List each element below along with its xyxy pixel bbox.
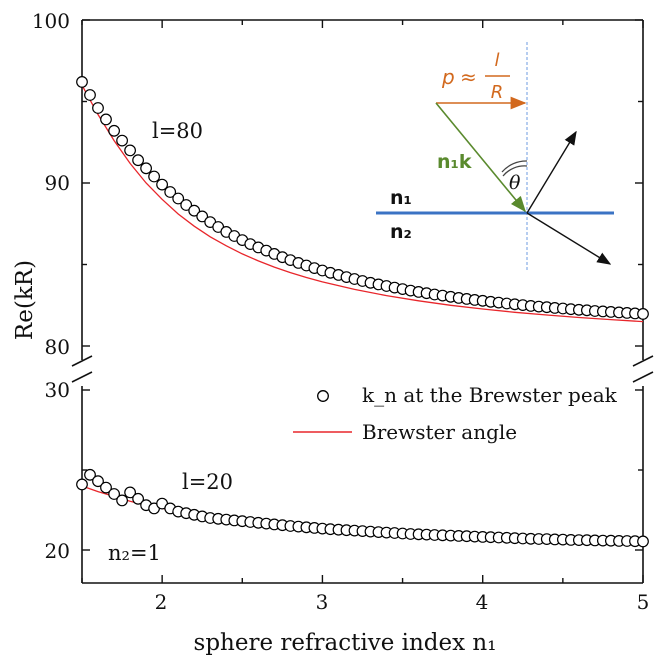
data-point [84,468,96,481]
data-point [637,308,649,320]
annotation-l80: l=80 [152,119,203,143]
inset-reflected-arrow [526,130,577,214]
series-markers [76,75,649,548]
break-mark-left-1 [71,355,93,367]
legend-label-markers: k_n at the Brewster peak [362,383,618,407]
legend-marker-circle [317,390,329,402]
inset-angle-arc-inner [502,165,528,177]
data-point [108,488,120,500]
x-tick-label-4: 4 [476,590,489,614]
data-point [637,535,649,548]
data-point [188,204,201,217]
axis-ticks [81,19,644,583]
inset-transmitted-arrow [526,212,612,265]
data-point [108,124,120,137]
inset-momentum-label: p ≈ l R [441,50,510,103]
y-tick-labels: 80 90 100 20 30 [32,9,70,563]
inset-momentum-p: p [441,65,455,89]
y-tick-label-80: 80 [45,335,70,359]
break-mark-right-1 [632,355,654,367]
data-point [180,199,193,211]
data-point [92,102,104,114]
y-tick-label-20: 20 [45,539,70,563]
inset-angle-label: θ [509,172,521,194]
inset-momentum-approx: ≈ [460,65,477,89]
data-point [100,113,112,126]
break-mark-right-2 [632,371,654,383]
inset-wavevector-arrow [435,102,527,213]
data-point [132,492,145,505]
axis-break-marks [71,355,654,383]
data-point [84,89,96,101]
inset-momentum-numerator: l [494,50,499,71]
y-tick-label-100: 100 [32,9,70,33]
inset-momentum-denominator: R [491,82,504,103]
y-tick-label-30: 30 [45,378,70,402]
data-point [140,162,153,175]
break-mark-left-2 [71,371,93,383]
data-point [124,486,137,499]
data-point [124,144,137,157]
data-point [116,494,128,507]
data-point [164,186,177,198]
annotation-n2: n₂=1 [108,541,161,565]
x-tick-label-3: 3 [316,590,329,614]
series-lines [81,84,644,543]
legend: k_n at the Brewster peak Brewster angle [293,383,618,444]
data-point [148,170,161,183]
data-point [100,481,112,494]
series-line-1 [81,84,644,323]
annotation-l20: l=20 [182,470,233,494]
data-point [76,75,88,88]
y-axis-title: Re(kR) [12,260,38,340]
inset-diagram: θ n₁k n₁ n₂ p ≈ l R [376,42,614,270]
data-point [156,178,169,191]
data-point [116,134,128,147]
inset-n2-label: n₂ [390,221,412,243]
inset-angle-arc [501,160,528,173]
data-point [196,210,209,223]
data-point [172,192,185,205]
x-tick-label-5: 5 [637,590,650,614]
x-tick-label-2: 2 [155,590,168,614]
inset-wavevector-label: n₁k [437,151,472,173]
data-point [76,478,88,491]
legend-label-line: Brewster angle [362,420,517,444]
x-tick-labels: 2 3 4 5 [155,590,650,614]
data-point [92,475,104,488]
x-axis-title: sphere refractive index n₁ [194,630,497,656]
data-point [132,154,145,167]
inset-n1-label: n₁ [390,187,412,209]
plot-frame [81,19,644,584]
y-tick-label-90: 90 [45,171,70,195]
